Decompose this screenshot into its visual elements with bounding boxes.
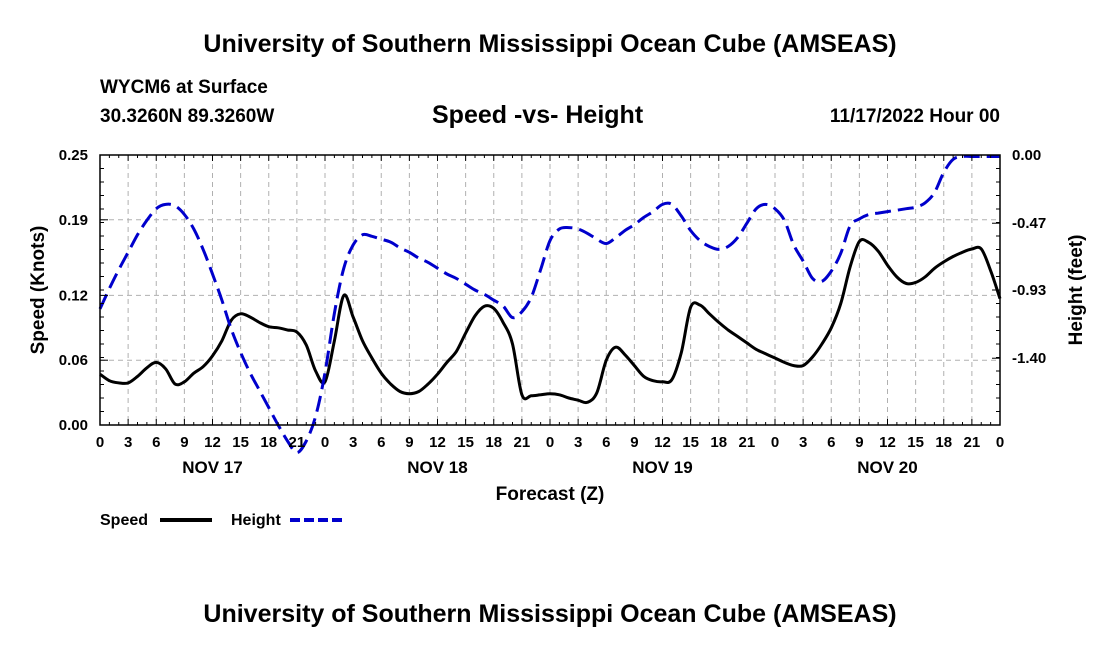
- x-tick-label: 6: [152, 434, 160, 451]
- x-tick-label: 3: [124, 434, 132, 451]
- x-tick-label: 21: [514, 434, 531, 451]
- x-tick-label: 21: [289, 434, 306, 451]
- y-left-tick-label: 0.00: [59, 417, 88, 434]
- x-tick-label: 18: [485, 434, 502, 451]
- x-tick-label: 0: [96, 434, 104, 451]
- x-tick-label: 0: [771, 434, 779, 451]
- x-tick-label: 9: [405, 434, 413, 451]
- legend-height-label: Height: [231, 512, 281, 529]
- x-tick-label: 6: [602, 434, 610, 451]
- legend: Speed Height: [100, 512, 342, 529]
- y-left-tick-label: 0.19: [59, 212, 88, 229]
- day-label: NOV 17: [182, 458, 242, 477]
- x-tick-label: 6: [827, 434, 835, 451]
- x-tick-label: 15: [232, 434, 249, 451]
- day-label: NOV 18: [407, 458, 467, 477]
- y-axis-title-right: Height (feet): [1066, 235, 1087, 346]
- x-tick-label: 12: [654, 434, 671, 451]
- y-left-tick-label: 0.25: [59, 147, 88, 164]
- x-axis-title: Forecast (Z): [496, 484, 605, 505]
- day-label: NOV 20: [857, 458, 917, 477]
- y-right-tick-label: -1.40: [1012, 350, 1046, 367]
- y-left-tick-label: 0.06: [59, 352, 88, 369]
- coords-label: 30.3260N 89.3260W: [100, 106, 275, 127]
- x-tick-label: 21: [964, 434, 981, 451]
- y-right-tick-label: -0.93: [1012, 282, 1046, 299]
- x-tick-label: 9: [855, 434, 863, 451]
- y-right-tick-label: 0.00: [1012, 147, 1041, 164]
- footer-title: University of Southern Mississippi Ocean…: [203, 600, 897, 628]
- x-tick-label: 18: [260, 434, 277, 451]
- legend-speed-label: Speed: [100, 512, 148, 529]
- x-tick-label: 9: [180, 434, 188, 451]
- x-tick-label: 3: [574, 434, 582, 451]
- x-tick-label: 12: [879, 434, 896, 451]
- y-axis-title-left: Speed (Knots): [28, 226, 49, 355]
- page-title: University of Southern Mississippi Ocean…: [203, 30, 897, 58]
- chart-title: Speed -vs- Height: [432, 101, 644, 129]
- axes: 0 3 6 9 12 15 18 21 0 3 6 9 12 15 18 21 0 3 6 9 12 15 18 21 0 3 6 9…: [59, 147, 1046, 477]
- x-tick-label: 6: [377, 434, 385, 451]
- x-tick-label: 21: [739, 434, 756, 451]
- x-tick-label: 15: [682, 434, 699, 451]
- y-left-tick-label: 0.12: [59, 287, 88, 304]
- datetime-label: 11/17/2022 Hour 00: [829, 106, 1000, 127]
- x-tick-label: 12: [204, 434, 221, 451]
- grid-lines: [100, 155, 1000, 425]
- station-label: WYCM6 at Surface: [100, 77, 268, 98]
- y-right-tick-label: -0.47: [1012, 215, 1046, 232]
- x-tick-label: 15: [907, 434, 924, 451]
- x-tick-label: 3: [799, 434, 807, 451]
- x-tick-label: 0: [546, 434, 554, 451]
- x-tick-label: 0: [996, 434, 1004, 451]
- height-series-line: [98, 154, 1000, 455]
- x-tick-label: 18: [935, 434, 952, 451]
- speed-series-line: [99, 238, 1002, 405]
- x-tick-label: 15: [457, 434, 474, 451]
- x-tick-label: 12: [429, 434, 446, 451]
- x-tick-label: 9: [630, 434, 638, 451]
- series-lines: [98, 154, 1002, 455]
- x-tick-label: 18: [710, 434, 727, 451]
- x-tick-label: 0: [321, 434, 329, 451]
- day-label: NOV 19: [632, 458, 692, 477]
- x-tick-label: 3: [349, 434, 357, 451]
